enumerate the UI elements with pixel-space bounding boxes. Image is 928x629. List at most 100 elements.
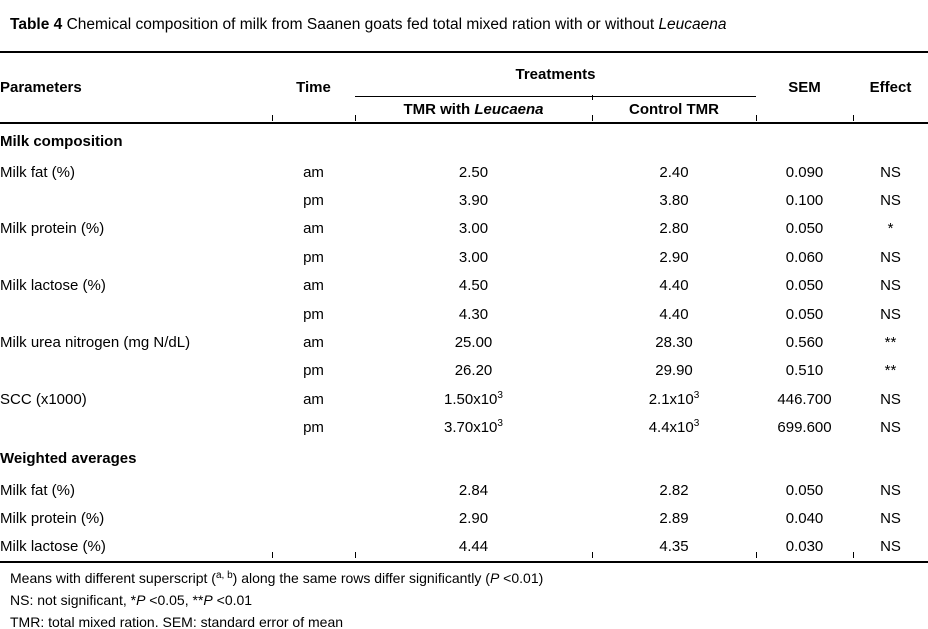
column-boundary-tick [853, 552, 854, 558]
effect-cell: NS [880, 390, 901, 408]
control-value-cell: 4.40 [659, 277, 689, 295]
time-cell: pm [303, 419, 324, 437]
parameter-cell: Milk protein (%) [0, 509, 105, 527]
text-run: Chemical composition of milk from Saanen… [62, 16, 659, 33]
table-row: pm 3.70x103 4.4x103 699.600 NS [0, 414, 928, 442]
text-run: TMR with [403, 101, 475, 118]
text-run-i: Leucaena [658, 16, 727, 33]
column-boundary-tick [853, 115, 854, 121]
superscript: 3 [693, 418, 700, 430]
time-cell: pm [303, 192, 324, 210]
control-value-cell: 2.89 [659, 509, 689, 527]
time-cell [272, 504, 355, 532]
text-run-i: P [203, 592, 213, 609]
section-row: Milk composition [0, 123, 928, 158]
time-cell: am [303, 277, 324, 295]
effect-cell: NS [880, 248, 901, 266]
column-header-sem: SEM [756, 53, 854, 124]
time-cell: am [303, 163, 324, 181]
effect-cell: NS [880, 163, 901, 181]
parameter-cell [0, 186, 272, 214]
parameter-cell: Milk fat (%) [0, 163, 75, 181]
column-header-tmr-with-leucaena: TMR with Leucaena [355, 96, 592, 124]
table-body: Milk composition Milk fat (%) am 2.50 2.40 0.… [0, 123, 928, 561]
effect-cell: NS [880, 277, 901, 295]
effect-cell: * [887, 220, 894, 238]
sem-value-cell: 0.060 [785, 248, 824, 266]
tmr-value-cell: 3.70x103 [444, 418, 503, 437]
parameter-cell: Milk lactose (%) [0, 277, 106, 295]
sem-value-cell: 0.050 [785, 220, 824, 238]
time-cell: am [303, 334, 324, 352]
text-run-i: P [136, 592, 146, 609]
tmr-value-cell: 2.90 [458, 509, 489, 527]
column-boundary-tick [756, 115, 757, 121]
sem-value-cell: 699.600 [777, 419, 832, 437]
parameter-cell [0, 243, 272, 271]
tmr-value-cell: 2.84 [458, 481, 489, 499]
column-boundary-tick [592, 95, 593, 100]
control-value-cell: 4.4x103 [648, 418, 700, 437]
tmr-value-cell: 1.50x103 [444, 389, 503, 408]
sem-value-cell: 0.040 [785, 509, 824, 527]
control-value-cell: 3.80 [659, 192, 689, 210]
time-cell: pm [303, 362, 324, 380]
column-boundary-tick [355, 115, 356, 121]
time-cell: pm [303, 305, 324, 323]
footnote-superscripts: Means with different superscript (a, b) … [10, 567, 928, 589]
superscript: 3 [497, 418, 503, 430]
footnote-abbreviations: TMR: total mixed ration. SEM: standard e… [10, 611, 928, 629]
sem-value-cell: 0.050 [785, 277, 824, 295]
effect-cell: NS [880, 419, 901, 437]
column-header-parameters: Parameters [0, 53, 272, 124]
control-value-cell: 2.1x103 [648, 389, 700, 408]
table-row: pm 4.30 4.40 0.050 NS [0, 300, 928, 328]
table-row: pm 3.90 3.80 0.100 NS [0, 186, 928, 214]
parameter-cell: Milk urea nitrogen (mg N/dL) [0, 334, 191, 352]
tmr-value-cell: 3.00 [458, 248, 489, 266]
table-row: SCC (x1000) am 1.50x103 2.1x103 446.700 NS [0, 385, 928, 413]
tmr-value-cell: 25.00 [454, 334, 493, 352]
column-boundary-tick [272, 115, 273, 121]
control-value-cell: 4.40 [659, 305, 689, 323]
section-header: Milk composition [0, 132, 123, 150]
superscript: 3 [693, 389, 700, 401]
section-header: Weighted averages [0, 450, 137, 468]
sem-value-cell: 0.100 [785, 192, 824, 210]
text-run: NS: not significant, * [10, 592, 137, 609]
sem-value-cell: 0.560 [785, 334, 824, 352]
superscript: 3 [497, 389, 503, 401]
column-boundary-tick [756, 552, 757, 558]
parameter-cell: Milk lactose (%) [0, 538, 106, 556]
tmr-value-cell: 26.20 [454, 362, 493, 380]
column-header-effect: Effect [853, 53, 928, 124]
tmr-value-cell: 3.00 [458, 220, 489, 238]
time-cell: am [303, 220, 324, 238]
time-cell [272, 533, 355, 561]
tmr-value-cell: 2.50 [458, 163, 489, 181]
table-caption: Table 4 Chemical composition of milk fro… [0, 0, 928, 53]
table-header: Parameters Time Treatments SEM Effect TM… [0, 53, 928, 124]
text-run-i: Leucaena [474, 101, 544, 118]
column-boundary-tick [592, 115, 593, 121]
column-group-header-treatments: Treatments [355, 53, 757, 97]
time-cell: pm [303, 248, 324, 266]
column-boundary-tick [272, 552, 273, 558]
effect-cell: ** [884, 334, 897, 352]
control-value-cell: 2.40 [659, 163, 689, 181]
parameter-cell [0, 414, 272, 442]
table-row: Milk protein (%) 2.90 2.89 0.040 NS [0, 504, 928, 532]
time-cell: am [303, 390, 324, 408]
text-run: <0.01 [212, 592, 253, 609]
effect-cell: NS [880, 481, 901, 499]
header-row-1: Parameters Time Treatments SEM Effect [0, 53, 928, 124]
column-header-time: Time [272, 53, 355, 124]
parameter-cell: SCC (x1000) [0, 390, 87, 408]
text-run: <0.01) [499, 570, 544, 587]
sem-value-cell: 0.050 [785, 481, 824, 499]
column-boundary-tick [592, 552, 593, 558]
effect-cell: NS [880, 192, 901, 210]
header-row-2: TMR with Leucaena Control TMR [0, 96, 928, 124]
effect-cell: NS [880, 509, 901, 527]
